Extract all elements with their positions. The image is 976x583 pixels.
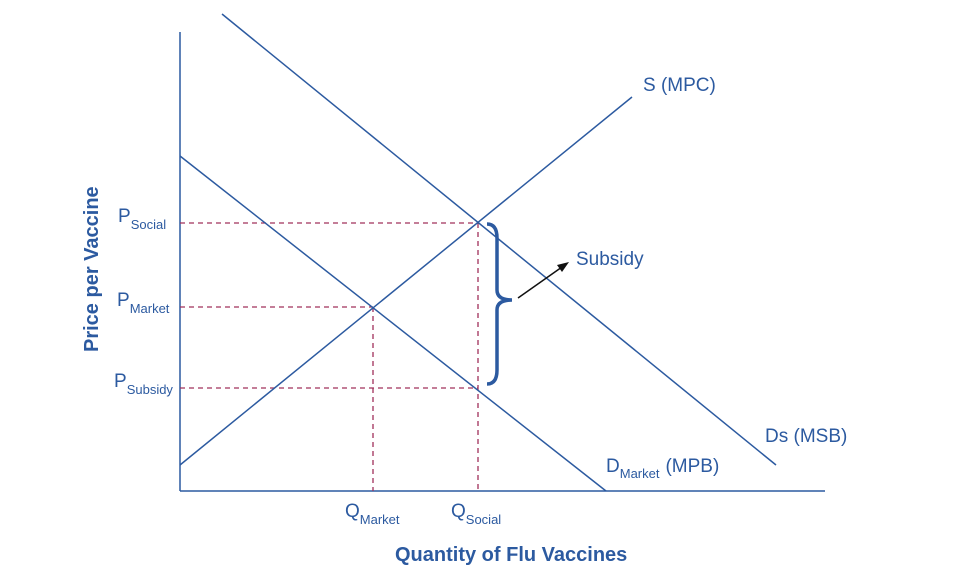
x-axis-title: Quantity of Flu Vaccines bbox=[395, 544, 627, 566]
subsidy-brace bbox=[486, 222, 513, 386]
p-subsidy-main: P bbox=[114, 371, 127, 392]
p-social-label: PSocial bbox=[118, 206, 166, 232]
p-market-label: PMarket bbox=[117, 290, 170, 316]
market-demand-suffix: (MPB) bbox=[665, 456, 719, 477]
p-market-subscript: Market bbox=[130, 301, 170, 316]
supply-curve bbox=[179, 96, 633, 466]
market-demand-main: D bbox=[606, 456, 620, 477]
social-demand-label: Ds (MSB) bbox=[765, 426, 847, 447]
market-demand-curve bbox=[179, 155, 607, 492]
market-demand-label: DMarket (MPB) bbox=[606, 456, 719, 481]
y-axis-title: Price per Vaccine bbox=[81, 186, 103, 352]
market-demand-subscript: Market bbox=[620, 466, 660, 481]
q-market-label: QMarket bbox=[345, 501, 400, 527]
subsidy-arrow bbox=[517, 266, 563, 299]
q-social-subscript: Social bbox=[466, 512, 502, 527]
supply-label: S (MPC) bbox=[643, 75, 716, 96]
q-social-main: Q bbox=[451, 501, 466, 522]
p-subsidy-label: PSubsidy bbox=[114, 371, 173, 397]
p-market-main: P bbox=[117, 290, 130, 311]
p-social-subscript: Social bbox=[131, 217, 167, 232]
subsidy-label: Subsidy bbox=[576, 249, 644, 270]
q-market-subscript: Market bbox=[360, 512, 400, 527]
p-subsidy-subscript: Subsidy bbox=[127, 382, 174, 397]
subsidy-arrow-head bbox=[557, 262, 569, 272]
social-demand-curve bbox=[221, 13, 777, 466]
q-market-main: Q bbox=[345, 501, 360, 522]
p-social-main: P bbox=[118, 206, 131, 227]
q-social-label: QSocial bbox=[451, 501, 501, 527]
